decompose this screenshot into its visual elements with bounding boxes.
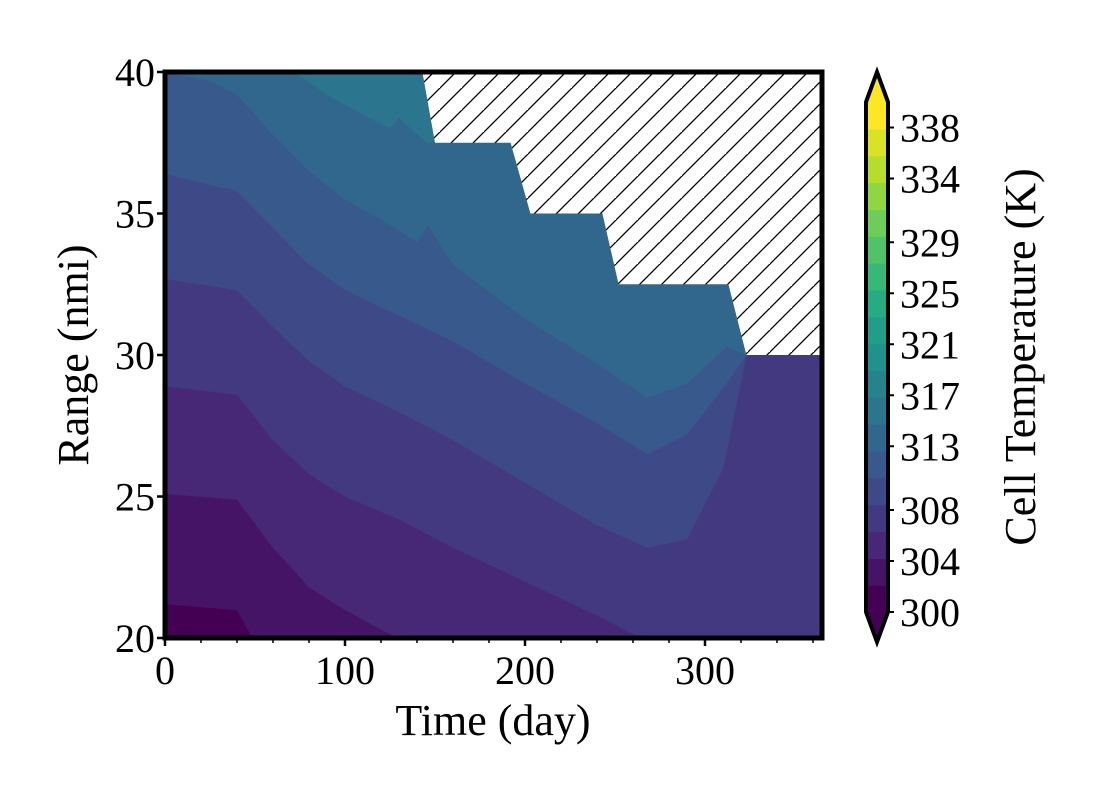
colorbar-band xyxy=(866,155,888,184)
x-tick-label-200: 200 xyxy=(495,648,555,693)
colorbar-band xyxy=(866,263,888,291)
colorbar-band xyxy=(866,236,888,264)
colorbar-ticks: 300 304 308 313 317 321 325 329 334 338 xyxy=(888,106,960,635)
colorbar-tick-label-313: 313 xyxy=(900,424,960,469)
colorbar-label: Cell Temperature (K) xyxy=(996,168,1045,545)
y-tick-label-20: 20 xyxy=(115,616,155,661)
colorbar-band xyxy=(866,102,888,130)
y-tick-label-40: 40 xyxy=(115,50,155,95)
colorbar-tick-label-334: 334 xyxy=(900,157,960,202)
colorbar-extend-min xyxy=(866,612,888,642)
x-axis-label: Time (day) xyxy=(395,696,590,745)
x-tick-label-300: 300 xyxy=(675,648,735,693)
x-tick-label-0: 0 xyxy=(155,648,175,693)
colorbar-band xyxy=(866,316,888,345)
colorbar-tick-label-317: 317 xyxy=(900,373,960,418)
colorbar-band xyxy=(866,450,888,479)
y-axis: 20 25 30 35 40 xyxy=(115,50,165,661)
colorbar-band xyxy=(866,343,888,372)
colorbar-tick-label-329: 329 xyxy=(900,220,960,265)
x-axis: 0 100 200 300 xyxy=(155,638,814,693)
colorbar-tick-label-304: 304 xyxy=(900,539,960,584)
colorbar xyxy=(864,66,890,648)
colorbar-band xyxy=(866,182,888,210)
colorbar-extend-max xyxy=(866,72,888,102)
colorbar-tick-label-325: 325 xyxy=(900,271,960,316)
colorbar-tick-label-308: 308 xyxy=(900,488,960,533)
colorbar-tick-label-300: 300 xyxy=(900,590,960,635)
colorbar-band xyxy=(866,504,888,533)
y-tick-label-35: 35 xyxy=(115,192,155,237)
colorbar-band xyxy=(866,477,888,506)
y-tick-label-30: 30 xyxy=(115,333,155,378)
colorbar-tick-label-338: 338 xyxy=(900,106,960,151)
hatched-region xyxy=(422,72,822,355)
colorbar-band xyxy=(866,397,888,425)
colorbar-band xyxy=(866,209,888,237)
colorbar-band xyxy=(866,424,888,452)
colorbar-tick-label-321: 321 xyxy=(900,322,960,367)
colorbar-band xyxy=(866,289,888,318)
colorbar-band xyxy=(866,531,888,559)
colorbar-band xyxy=(866,585,888,613)
colorbar-band xyxy=(866,370,888,398)
colorbar-band xyxy=(866,128,888,157)
colorbar-band xyxy=(866,558,888,586)
y-axis-label: Range (nmi) xyxy=(49,244,98,465)
x-tick-label-100: 100 xyxy=(315,648,375,693)
hatched-no-data-region xyxy=(422,72,822,355)
y-tick-label-25: 25 xyxy=(115,475,155,520)
